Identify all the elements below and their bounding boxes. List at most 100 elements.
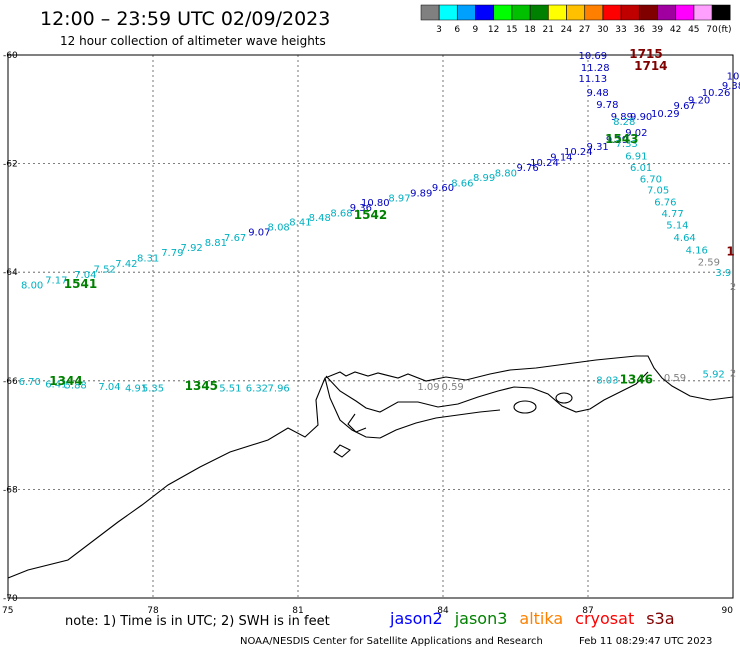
legend-tick-label: 12 — [488, 25, 499, 35]
longitude-tick-label: 84 — [437, 606, 449, 616]
legend-tick-label: 9 — [473, 25, 479, 35]
wave-height-value: 7.33 — [616, 139, 638, 150]
wave-height-value: 8.81 — [205, 238, 227, 249]
wave-height-value: 9.38 — [722, 81, 740, 92]
wave-height-value: 7.04 — [98, 382, 120, 393]
wave-height-value: 7.79 — [161, 248, 183, 259]
legend-tick-label: 24 — [561, 25, 573, 35]
wave-height-color-legend: 3 6 9 12 15 18 21 24 27 30 33 36 39 42 45 70 — [420, 4, 731, 35]
wave-height-value: 10.26 — [702, 88, 731, 99]
latitude-tick-label: -70 — [3, 594, 18, 604]
legend-swatch — [493, 4, 513, 21]
wave-height-value: 7.05 — [647, 186, 669, 197]
wave-height-value: 9.20 — [688, 96, 710, 107]
legend-tick-label: 6 — [454, 25, 460, 35]
wave-height-value: 9.89 — [410, 188, 432, 199]
wave-height-value: 11.13 — [579, 74, 608, 85]
wave-height-value: 6.41 — [45, 380, 67, 391]
wave-height-value: 8.99 — [473, 173, 495, 184]
wave-height-value: 8.28 — [613, 117, 635, 128]
footer-note: note: 1) Time is in UTC; 2) SWH is in fe… — [65, 614, 330, 629]
wave-height-value: 2 — [730, 369, 736, 380]
wave-height-value: 9.14 — [550, 153, 572, 164]
island-outline-south — [333, 444, 351, 458]
wave-height-value: 9.36 — [350, 203, 372, 214]
pass-number-label: 1542 — [354, 208, 387, 222]
wave-height-value: 2 — [730, 282, 736, 293]
wave-height-value: 11.28 — [581, 63, 610, 74]
longitude-tick-label: 90 — [722, 606, 734, 616]
map-title: 12:00 – 23:59 UTC 02/09/2023 — [40, 8, 330, 30]
legend-swatch — [675, 4, 695, 21]
pass-number-label: 1346 — [620, 373, 653, 387]
wave-height-value: 10 — [727, 72, 740, 83]
legend-swatch — [657, 4, 676, 21]
wave-height-value: 7.67 — [224, 233, 246, 244]
wave-height-value: 9.31 — [587, 142, 609, 153]
legend-tick-label: 21 — [542, 25, 553, 35]
wave-height-value: 10.29 — [651, 109, 680, 120]
footer-timestamp: Feb 11 08:29:47 UTC 2023 — [579, 636, 712, 647]
wave-height-value: 9.76 — [516, 163, 538, 174]
wave-height-value: 5.35 — [142, 383, 164, 394]
wave-height-value: 8.00 — [21, 281, 43, 292]
axis-ticks: 75 78 81 84 87 90 -60 -62 -64 -66 -68 -70 — [2, 51, 733, 616]
latitude-tick-label: -68 — [3, 485, 18, 495]
latitude-tick-label: -64 — [3, 268, 18, 278]
island-outline-east — [555, 392, 573, 404]
altimeter-tracks: 8.00 7.17 7.047.52 7.42 8.31 7.797.92 8.817.67… — [19, 47, 740, 394]
legend-tick-label: 70 — [706, 25, 718, 35]
legend-swatch — [511, 4, 531, 21]
wave-height-value: 9.67 — [674, 101, 696, 112]
wave-height-value: 0.59 — [442, 382, 464, 393]
wave-height-value: 5.51 — [219, 383, 241, 394]
legend-tick-label: 15 — [506, 25, 517, 35]
legend-tick-label: 27 — [579, 25, 590, 35]
legend-swatch — [457, 4, 476, 21]
wave-height-value: 6.91 — [625, 151, 647, 162]
wave-height-value: 4.91 — [125, 383, 147, 394]
legend-swatch — [420, 4, 440, 21]
wave-height-value: 8.08 — [268, 223, 290, 234]
wave-height-value: 8.48 — [309, 213, 331, 224]
wave-height-value: 2.59 — [698, 257, 720, 268]
wave-height-value: 7.96 — [268, 383, 290, 394]
legend-tick-label: 33 — [615, 25, 626, 35]
satellite-name-s3a: s3a — [646, 609, 674, 628]
wave-height-value: 3.9 — [715, 268, 731, 279]
legend-swatch — [566, 4, 585, 21]
latitude-tick-label: -62 — [3, 160, 18, 170]
wave-height-value: 5.88 — [65, 381, 87, 392]
wave-height-value: 7.17 — [45, 275, 67, 286]
map-subtitle: 12 hour collection of altimeter wave hei… — [60, 34, 326, 48]
wave-height-value: 7.52 — [94, 264, 116, 275]
longitude-tick-label: 87 — [582, 606, 593, 616]
island-outline-center — [513, 400, 537, 414]
legend-tick-label: 18 — [524, 25, 536, 35]
wave-height-value: 8.80 — [495, 168, 517, 179]
wave-height-value: 6.32 — [246, 383, 268, 394]
pass-number-label: 1344 — [49, 374, 82, 388]
satellite-name-jason2: jason2 — [389, 609, 443, 628]
ice-shelf-edge — [325, 371, 649, 413]
longitude-tick-label: 78 — [147, 606, 159, 616]
legend-tick-label: 30 — [597, 25, 609, 35]
wave-height-value: 9.78 — [596, 100, 618, 111]
island-outline-west — [347, 413, 367, 433]
wave-height-value: 6.70 — [19, 377, 41, 388]
legend-swatch — [438, 4, 458, 21]
wave-height-value: 9.02 — [625, 128, 647, 139]
legend-swatch — [620, 4, 640, 21]
wave-height-value: 10.24 — [564, 147, 593, 158]
legend-swatch — [693, 4, 713, 21]
wave-height-value: 0.59 — [664, 373, 686, 384]
satellite-pass-track: 8.00 7.17 7.047.52 7.42 8.31 7.797.92 8.817.67… — [21, 72, 740, 292]
pass-number-label: 1715 — [629, 47, 662, 61]
legend-tick-label: 36 — [633, 25, 645, 35]
wave-height-value: 10.24 — [530, 158, 559, 169]
wave-height-value: 5.14 — [666, 220, 688, 231]
legend-tick-label: 39 — [652, 25, 664, 35]
footer-credit: NOAA/NESDIS Center for Satellite Applica… — [240, 636, 543, 647]
